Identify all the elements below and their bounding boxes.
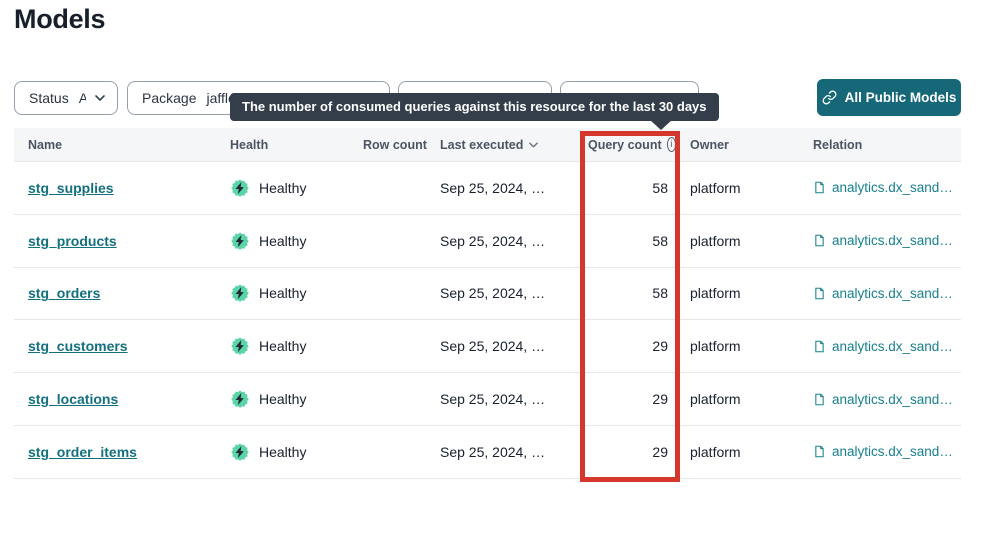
last-executed-cell: Sep 25, 2024, … bbox=[440, 179, 546, 196]
status-filter-label: Status bbox=[29, 90, 69, 106]
owner-cell: platform bbox=[690, 443, 741, 460]
all-public-models-button[interactable]: All Public Models bbox=[817, 79, 961, 116]
all-public-models-label: All Public Models bbox=[844, 90, 957, 105]
last-executed-cell: Sep 25, 2024, … bbox=[440, 285, 546, 302]
model-link[interactable]: stg_locations bbox=[28, 391, 119, 408]
owner-cell: platform bbox=[690, 232, 741, 249]
health-label: Healthy bbox=[259, 285, 307, 302]
info-icon[interactable]: i bbox=[666, 137, 676, 152]
table-row: stg_products Healthy Sep 25, 2024, … 58 … bbox=[14, 215, 961, 268]
document-icon bbox=[813, 339, 826, 354]
relation-label: analytics.dx_sand… bbox=[832, 444, 953, 460]
model-link[interactable]: stg_products bbox=[28, 232, 117, 249]
relation-link[interactable]: analytics.dx_sand… bbox=[799, 233, 961, 248]
tooltip: The number of consumed queries against t… bbox=[230, 93, 719, 130]
relation-link[interactable]: analytics.dx_sand… bbox=[799, 339, 961, 354]
owner-cell: platform bbox=[690, 391, 741, 408]
document-icon bbox=[813, 286, 826, 301]
owner-cell: platform bbox=[690, 285, 741, 302]
relation-link[interactable]: analytics.dx_sand… bbox=[799, 286, 961, 301]
relation-label: analytics.dx_sand… bbox=[832, 233, 953, 249]
chevron-down-icon bbox=[95, 95, 105, 101]
query-count-header-label: Query count bbox=[588, 137, 662, 152]
health-label: Healthy bbox=[259, 179, 307, 196]
document-icon bbox=[813, 180, 826, 195]
owner-cell: platform bbox=[690, 179, 741, 196]
table-row: stg_locations Healthy Sep 25, 2024, … 29… bbox=[14, 373, 961, 426]
last-executed-cell: Sep 25, 2024, … bbox=[440, 391, 546, 408]
relation-label: analytics.dx_sand… bbox=[832, 180, 953, 196]
table-row: stg_supplies Healthy Sep 25, 2024, … 58 … bbox=[14, 162, 961, 215]
col-header-owner: Owner bbox=[690, 137, 729, 152]
document-icon bbox=[813, 444, 826, 459]
model-link[interactable]: stg_orders bbox=[28, 285, 101, 302]
col-header-name: Name bbox=[28, 137, 63, 152]
relation-link[interactable]: analytics.dx_sand… bbox=[799, 180, 961, 195]
table-row: stg_orders Healthy Sep 25, 2024, … 58 pl… bbox=[14, 268, 961, 321]
last-executed-header-label: Last executed bbox=[440, 137, 524, 152]
document-icon bbox=[813, 233, 826, 248]
health-label: Healthy bbox=[259, 338, 307, 355]
owner-cell: platform bbox=[690, 338, 741, 355]
relation-label: analytics.dx_sand… bbox=[832, 391, 953, 407]
col-header-health: Health bbox=[230, 137, 269, 152]
col-header-relation: Relation bbox=[813, 137, 863, 152]
relation-label: analytics.dx_sand… bbox=[832, 285, 953, 301]
tooltip-caret bbox=[650, 120, 672, 130]
page-title: Models bbox=[14, 4, 106, 34]
healthy-badge-icon bbox=[230, 442, 250, 462]
package-filter-label: Package bbox=[142, 90, 197, 106]
relation-link[interactable]: analytics.dx_sand… bbox=[799, 392, 961, 407]
col-header-last-executed[interactable]: Last executed bbox=[426, 138, 588, 152]
healthy-badge-icon bbox=[230, 283, 250, 303]
table-header-row: Name Health Row count Last executed Quer… bbox=[14, 128, 961, 162]
model-link[interactable]: stg_supplies bbox=[28, 179, 114, 196]
table-row: stg_order_items Healthy Sep 25, 2024, … … bbox=[14, 426, 961, 479]
table-row: stg_customers Healthy Sep 25, 2024, … 29… bbox=[14, 320, 961, 374]
health-label: Healthy bbox=[259, 443, 307, 460]
last-executed-cell: Sep 25, 2024, … bbox=[440, 232, 546, 249]
health-label: Healthy bbox=[259, 391, 307, 408]
models-table: Name Health Row count Last executed Quer… bbox=[14, 128, 961, 479]
model-link[interactable]: stg_order_items bbox=[28, 443, 137, 460]
healthy-badge-icon bbox=[230, 336, 250, 356]
query-count-cell: 29 bbox=[652, 391, 668, 408]
link-icon bbox=[822, 90, 837, 105]
status-filter-dropdown[interactable]: Status All bbox=[14, 81, 118, 115]
last-executed-cell: Sep 25, 2024, … bbox=[440, 443, 546, 460]
document-icon bbox=[813, 392, 826, 407]
health-label: Healthy bbox=[259, 232, 307, 249]
last-executed-cell: Sep 25, 2024, … bbox=[440, 338, 546, 355]
col-header-query-count: Query count i bbox=[588, 137, 676, 152]
tooltip-text: The number of consumed queries against t… bbox=[242, 99, 707, 114]
query-count-cell: 58 bbox=[652, 232, 668, 249]
healthy-badge-icon bbox=[230, 178, 250, 198]
model-link[interactable]: stg_customers bbox=[28, 338, 128, 355]
status-filter-value: All bbox=[78, 90, 86, 106]
relation-label: analytics.dx_sand… bbox=[832, 338, 953, 354]
col-header-row-count: Row count bbox=[363, 137, 427, 152]
relation-link[interactable]: analytics.dx_sand… bbox=[799, 444, 961, 459]
query-count-cell: 58 bbox=[652, 285, 668, 302]
query-count-cell: 58 bbox=[652, 179, 668, 196]
healthy-badge-icon bbox=[230, 231, 250, 251]
sort-chevron-icon bbox=[529, 141, 539, 148]
healthy-badge-icon bbox=[230, 389, 250, 409]
query-count-cell: 29 bbox=[652, 443, 668, 460]
query-count-cell: 29 bbox=[652, 338, 668, 355]
